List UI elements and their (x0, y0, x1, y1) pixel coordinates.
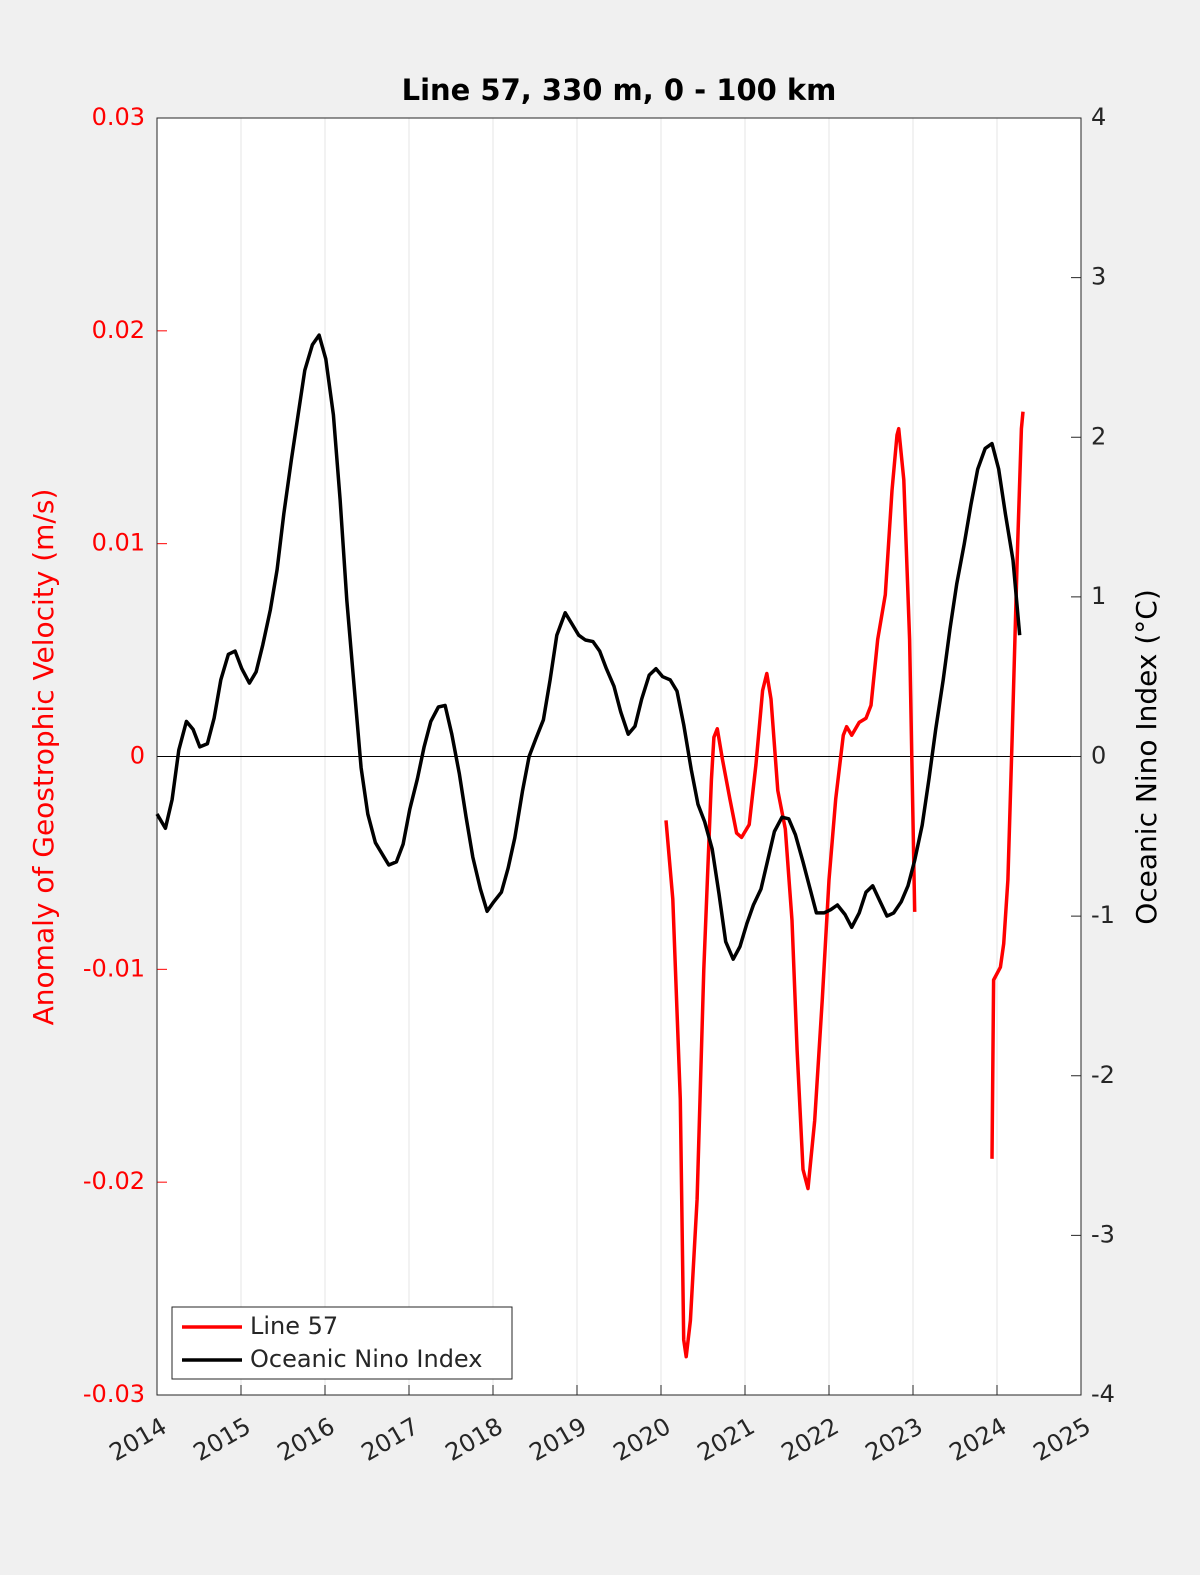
y-tick-label: 0.03 (92, 103, 145, 131)
series-line (664, 411, 1025, 1359)
x-tick-label: 2016 (273, 1412, 340, 1467)
y-tick-label: -0.03 (83, 1380, 145, 1408)
y2-tick-label: 4 (1091, 103, 1106, 131)
y2-tick-label: 3 (1091, 263, 1106, 291)
x-tick-label: 2021 (693, 1412, 760, 1467)
x-tick-label: 2019 (525, 1412, 592, 1467)
y-axis-label: Anomaly of Geostrophic Velocity (m/s) (27, 489, 60, 1026)
y2-tick-label: -3 (1091, 1220, 1115, 1248)
y2-tick-label: -1 (1091, 901, 1115, 929)
x-tick-label: 2020 (609, 1412, 676, 1467)
y-tick-label: 0.02 (92, 316, 145, 344)
y2-tick-label: 2 (1091, 422, 1106, 450)
x-tick-label: 2024 (945, 1412, 1012, 1467)
axes-box (156, 117, 1082, 1396)
y-tick-label: -0.01 (83, 954, 145, 982)
y2-axis-label: Oceanic Nino Index (°C) (1130, 589, 1163, 925)
x-tick-label: 2025 (1029, 1412, 1096, 1467)
y2-tick-label: -4 (1091, 1380, 1115, 1408)
x-tick-label: 2018 (441, 1412, 508, 1467)
legend-box (171, 1306, 513, 1380)
y2-tick-label: 1 (1091, 582, 1106, 610)
series-line (155, 333, 1022, 961)
x-tick-label: 2017 (357, 1412, 424, 1467)
x-tick-label: 2015 (189, 1412, 256, 1467)
y-tick-label: -0.02 (83, 1167, 145, 1195)
chart-title: Line 57, 330 m, 0 - 100 km (402, 73, 837, 107)
y-tick-label: 0 (130, 742, 145, 770)
y2-tick-label: 0 (1091, 742, 1106, 770)
y-tick-label: 0.01 (92, 529, 145, 557)
x-tick-label: 2023 (861, 1412, 928, 1467)
x-tick-label: 2014 (105, 1412, 172, 1467)
legend-label: Oceanic Nino Index (250, 1345, 482, 1373)
legend: Line 57 Oceanic Nino Index (171, 1306, 513, 1380)
legend-label: Line 57 (250, 1312, 338, 1340)
y2-tick-label: -2 (1091, 1061, 1115, 1089)
x-tick-label: 2022 (777, 1412, 844, 1467)
